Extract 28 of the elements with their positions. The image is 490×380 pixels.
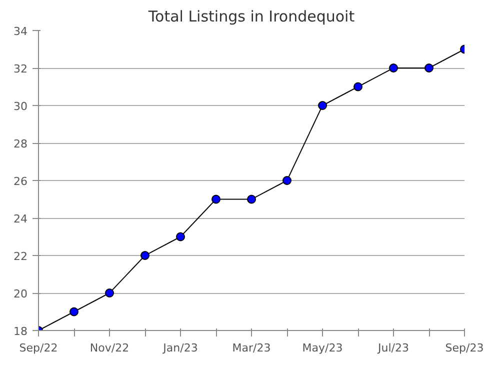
y-tick-label: 34 <box>14 25 28 38</box>
point <box>247 194 256 204</box>
y-tick-label: 32 <box>14 62 28 76</box>
point <box>389 64 398 72</box>
point <box>140 251 150 260</box>
x-tick-label: Sep/23 <box>445 342 484 354</box>
point <box>282 176 292 185</box>
chart-title: Total Listings in Irondequoit <box>147 8 355 26</box>
point <box>318 101 327 110</box>
y-tick-label: 18 <box>14 325 28 338</box>
x-tick-label: Sep/22 <box>19 342 58 354</box>
point <box>105 288 114 298</box>
x-tick-label: Mar/23 <box>232 342 271 354</box>
point <box>176 232 185 242</box>
y-tick-label: 30 <box>14 100 28 113</box>
x-tick-label: Jan/23 <box>162 342 198 354</box>
point <box>212 194 220 204</box>
point <box>70 307 78 316</box>
x-tick-label: Nov/22 <box>90 342 130 354</box>
y-tick-label: 20 <box>14 288 28 300</box>
y-tick-label: 26 <box>14 175 28 188</box>
y-tick-label: 28 <box>14 138 28 150</box>
y-tick-label: 24 <box>14 212 28 226</box>
point <box>354 82 362 92</box>
y-tick-label: 22 <box>14 250 28 263</box>
x-tick-label: May/23 <box>302 342 343 354</box>
point <box>424 64 434 72</box>
x-tick-label: Jul/23 <box>377 342 409 354</box>
